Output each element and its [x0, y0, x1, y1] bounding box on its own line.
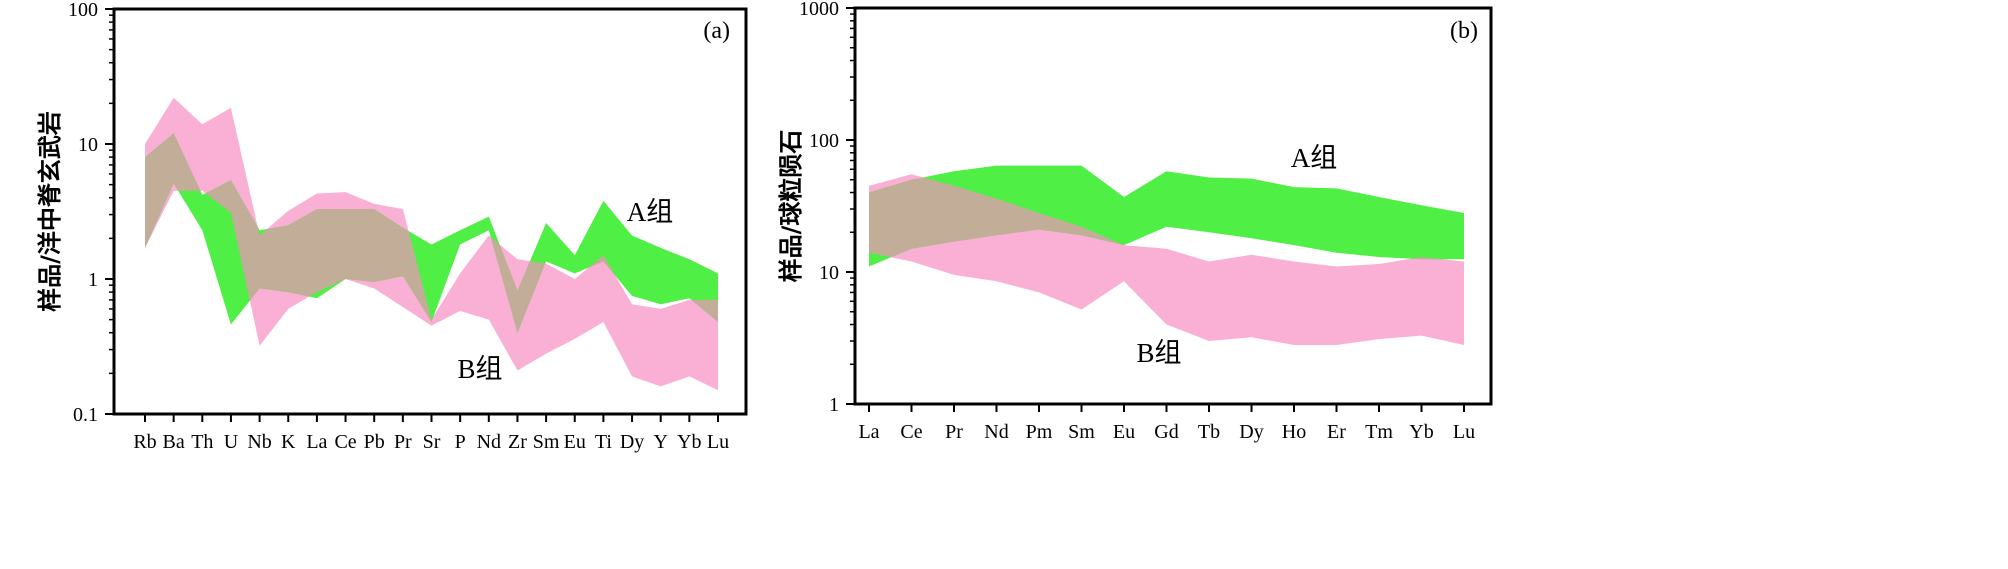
panel-a-areas — [145, 97, 718, 391]
x-tick-label: P — [455, 431, 466, 453]
x-tick-label: Sm — [1068, 421, 1095, 443]
x-tick-label: Ce — [900, 421, 922, 443]
y-tick-label: 10 — [819, 262, 839, 284]
x-tick-label: Gd — [1154, 421, 1178, 443]
panel-b-group-b-label: B组 — [1136, 338, 1181, 368]
panel-a-group-b-label: B组 — [457, 354, 502, 384]
x-tick-label: Yb — [677, 431, 701, 453]
x-tick-label: K — [281, 431, 296, 453]
x-tick-label: Nb — [247, 431, 271, 453]
y-tick-label: 1 — [88, 269, 98, 291]
x-tick-label: Th — [191, 431, 213, 453]
x-tick-label: Lu — [707, 431, 729, 453]
y-tick-label: 100 — [68, 0, 98, 21]
x-tick-label: Ho — [1282, 421, 1306, 443]
band-group-a — [869, 165, 1464, 267]
y-tick-label: 10 — [78, 134, 98, 156]
y-tick-label: 1000 — [799, 0, 839, 20]
panel-a-group-a-label: A组 — [627, 197, 674, 227]
panel-b-areas — [869, 165, 1464, 345]
panel-b-label: (b) — [1450, 18, 1478, 44]
y-tick-label: 100 — [809, 130, 839, 152]
x-tick-label: Nd — [477, 431, 501, 453]
x-tick-label: La — [306, 431, 327, 453]
panel-a-frame — [112, 7, 748, 416]
y-tick-label: 0.1 — [73, 404, 98, 426]
x-tick-label: Sr — [423, 431, 441, 453]
x-tick-label: U — [224, 431, 239, 453]
x-tick-label: Lu — [1453, 421, 1475, 443]
x-tick-label: Tm — [1365, 421, 1393, 443]
x-tick-label: Pr — [394, 431, 412, 453]
x-tick-label: Tb — [1198, 421, 1220, 443]
x-tick-label: Sm — [533, 431, 560, 453]
panel-a-y-axis-label: 样品/洋中脊玄武岩 — [36, 111, 64, 312]
x-tick-label: Dy — [620, 431, 644, 453]
x-tick-label: Nd — [984, 421, 1008, 443]
panel-b-axes: 1 10 100 1000 La Ce Pr Nd Pm Sm Eu Gd Tb Dy Ho Er Tm Yb Lu — [799, 0, 1475, 443]
x-tick-label: Ba — [163, 431, 185, 453]
panel-a: 0.1 1 10 100 Rb Ba Th U Nb K La Ce Pb Pr Sr P Nd Zr Sm Eu Ti… — [36, 0, 748, 453]
panel-b-frame — [853, 6, 1493, 406]
x-tick-label: Yb — [1409, 421, 1433, 443]
x-tick-label: La — [858, 421, 879, 443]
panel-b-group-a-label: A组 — [1291, 143, 1338, 173]
band-group-b — [145, 97, 718, 391]
x-tick-label: Dy — [1239, 421, 1263, 443]
panel-a-label: (a) — [703, 18, 730, 44]
x-tick-label: Pr — [945, 421, 963, 443]
y-tick-label: 1 — [829, 394, 839, 416]
x-tick-label: Y — [653, 431, 667, 453]
x-tick-label: Er — [1327, 421, 1346, 443]
x-tick-label: Eu — [1113, 421, 1135, 443]
x-tick-label: Rb — [133, 431, 156, 453]
panel-b-y-axis-label: 样品/球粒陨石 — [777, 130, 805, 283]
x-tick-label: Pm — [1026, 421, 1053, 443]
x-tick-label: Eu — [564, 431, 586, 453]
panel-a-axes: 0.1 1 10 100 Rb Ba Th U Nb K La Ce Pb Pr Sr P Nd Zr Sm Eu Ti… — [68, 0, 729, 453]
x-tick-label: Ce — [334, 431, 356, 453]
x-tick-label: Zr — [508, 431, 527, 453]
panel-b: 1 10 100 1000 La Ce Pr Nd Pm Sm Eu Gd Tb Dy Ho Er Tm Yb Lu… — [777, 0, 1493, 443]
x-tick-label: Pb — [364, 431, 385, 453]
x-tick-label: Ti — [595, 431, 613, 453]
